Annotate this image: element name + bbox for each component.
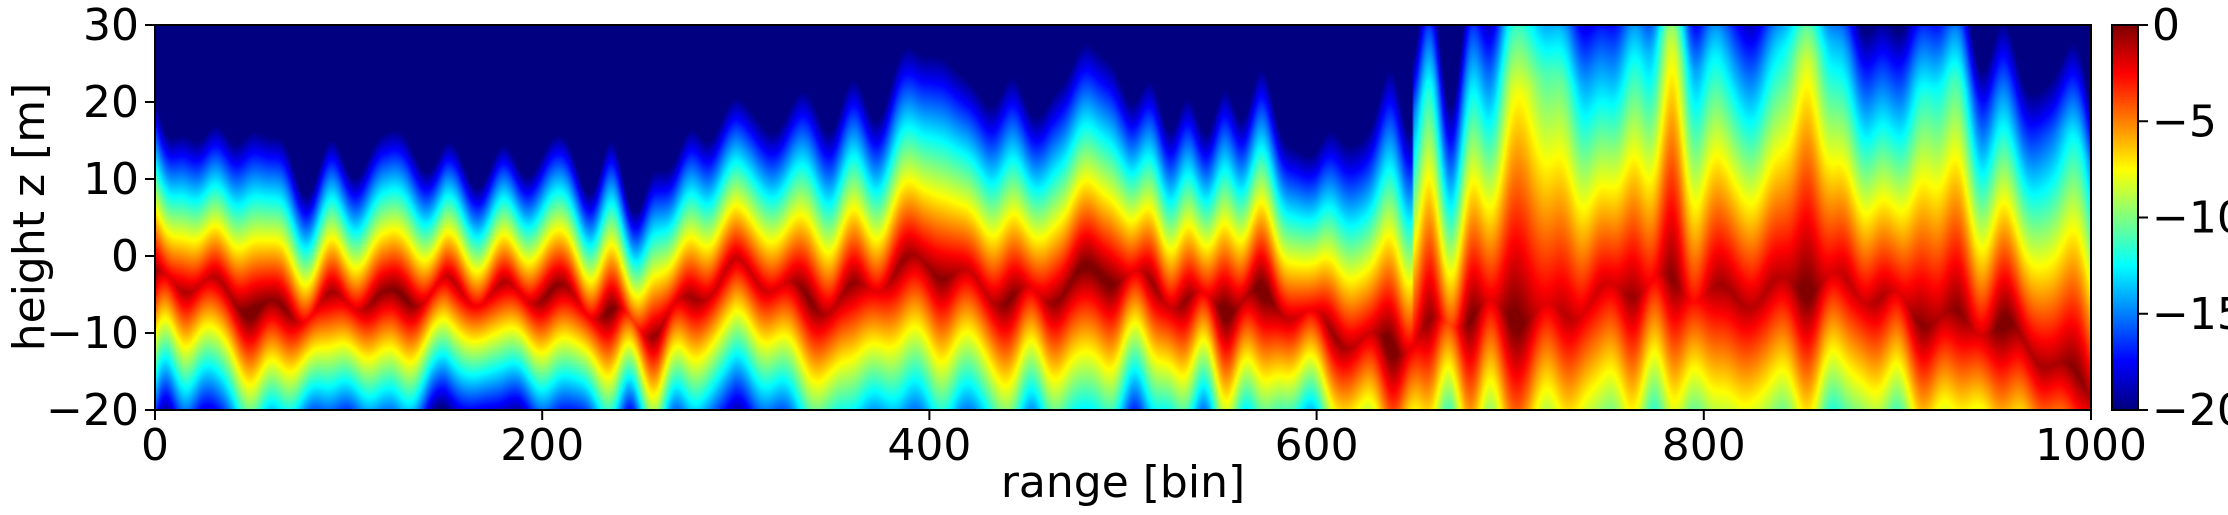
x-tick-label: 800 (1662, 420, 1746, 471)
colorbar-tick-label: 0 (2152, 0, 2180, 51)
colorbar-tick-label: −5 (2152, 96, 2217, 147)
y-axis: −20 −10 0 10 20 30 (46, 0, 155, 436)
y-tick-label: −20 (46, 385, 139, 436)
y-tick-label: 10 (83, 154, 139, 205)
y-tick-label: 20 (83, 77, 139, 128)
colorbar: 0 −5 −10 −15 −20 (2111, 0, 2228, 436)
y-tick-label: 0 (111, 231, 139, 282)
colorbar-ticks: 0 −5 −10 −15 −20 (2138, 0, 2228, 436)
plot-area (154, 24, 2092, 411)
plot-frame (154, 24, 2092, 411)
x-tick-label: 0 (141, 420, 169, 471)
colorbar-gradient (2112, 25, 2138, 410)
x-tick-label: 1000 (2035, 420, 2147, 471)
x-axis-label: range [bin] (1001, 457, 1245, 508)
colorbar-tick-label: −15 (2152, 289, 2228, 340)
x-tick-label: 200 (500, 420, 584, 471)
colorbar-tick-label: −10 (2152, 193, 2228, 244)
x-axis: 0 200 400 600 800 1000 (141, 410, 2147, 471)
colorbar-tick-label: −20 (2152, 385, 2228, 436)
y-axis-label: height z [m] (4, 83, 55, 352)
y-tick-label: −10 (46, 308, 139, 359)
heatmap-raster (155, 25, 2091, 410)
x-tick-label: 400 (887, 420, 971, 471)
x-tick-label: 600 (1275, 420, 1359, 471)
y-tick-label: 30 (83, 0, 139, 51)
